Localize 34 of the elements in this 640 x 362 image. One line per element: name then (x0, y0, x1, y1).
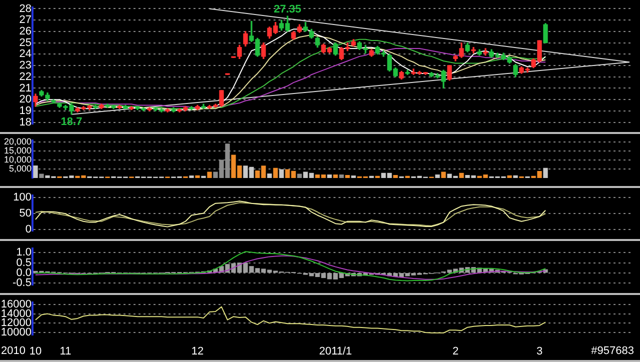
y-tick-label: 21 (19, 82, 32, 94)
x-tick-label: 12 (191, 345, 204, 358)
y-tick-label: 16000 (0, 298, 32, 310)
text: 2010 (1, 345, 26, 358)
annotation: 18.7 (60, 116, 82, 128)
y-tick-label: 100 (13, 192, 32, 204)
y-tick-label: 10,000 (4, 154, 32, 165)
y-tick-label: 0 (25, 224, 32, 236)
y-tick-label: 18 (19, 116, 32, 128)
text: #957683 (591, 345, 634, 358)
y-tick-label: 1.0 (16, 246, 32, 259)
y-tick-label: 19 (19, 104, 32, 117)
x-tick-label: 3 (536, 345, 543, 358)
y-tick-label: 27 (19, 14, 32, 26)
y-tick-label: 22 (19, 70, 32, 83)
y-tick-label: 24 (19, 48, 32, 60)
y-tick-label: 23 (19, 60, 32, 72)
annotation: 27.35 (274, 4, 302, 16)
x-tick-label: 2 (452, 345, 459, 358)
x-tick-label: 11 (60, 345, 72, 358)
y-tick-label: 0.5 (16, 256, 32, 269)
y-tick-label: -0.5 (12, 277, 32, 290)
y-tick-label: 20,000 (4, 136, 32, 147)
y-tick-label: 50 (19, 208, 32, 220)
y-tick-label: 20 (19, 94, 32, 106)
y-tick-label: 5,000 (8, 164, 32, 174)
y-tick-label: 25 (19, 36, 32, 49)
y-tick-label: 26 (19, 25, 32, 38)
y-tick-label: 10000 (0, 326, 32, 338)
y-tick-label: 0.0 (16, 266, 32, 279)
x-tick-label: 10 (29, 345, 42, 358)
y-tick-label: 28 (19, 2, 32, 15)
y-tick-label: 15,000 (4, 146, 32, 156)
x-tick-label: 2011/1 (319, 345, 352, 358)
